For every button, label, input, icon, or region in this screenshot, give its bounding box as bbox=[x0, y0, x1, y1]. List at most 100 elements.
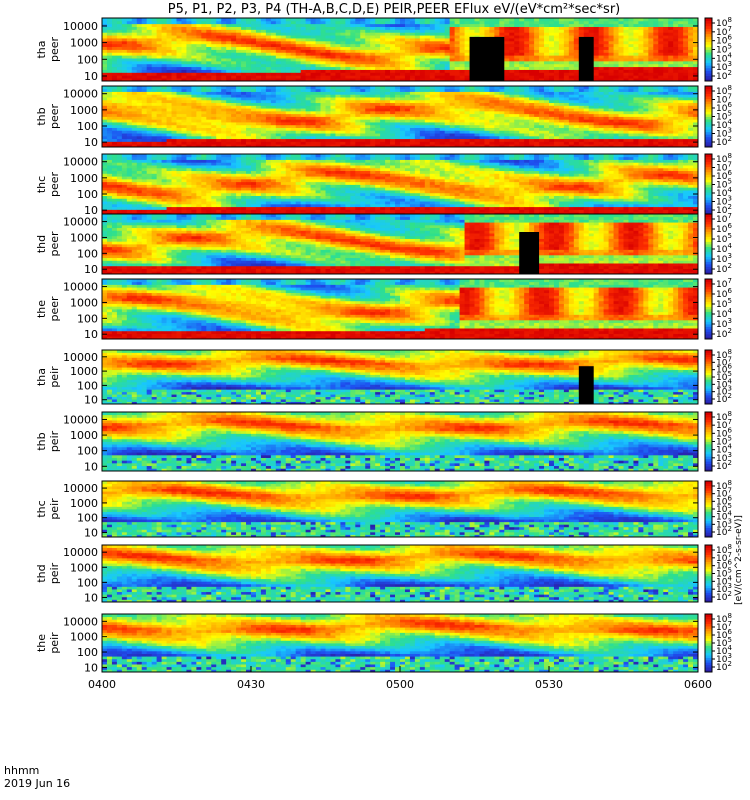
spectrogram-cell bbox=[335, 100, 340, 103]
spectrogram-cell bbox=[107, 58, 112, 61]
spectrogram-cell bbox=[201, 89, 206, 92]
spectrogram-cell bbox=[147, 61, 152, 64]
spectrogram-cell bbox=[256, 75, 261, 78]
spectrogram-cell bbox=[211, 52, 216, 55]
spectrogram-cell bbox=[564, 136, 569, 139]
spectrogram-cell bbox=[360, 133, 365, 136]
spectrogram-cell bbox=[370, 94, 375, 97]
spectrogram-cell bbox=[395, 117, 400, 120]
spectrogram-cell bbox=[311, 67, 316, 70]
spectrogram-cell bbox=[415, 24, 420, 27]
spectrogram-cell bbox=[147, 27, 152, 30]
spectrogram-cell bbox=[196, 52, 201, 55]
spectrogram-cell bbox=[380, 114, 385, 117]
spectrogram-cell bbox=[460, 21, 465, 24]
spectrogram-cell bbox=[326, 75, 331, 78]
spectrogram-cell bbox=[370, 61, 375, 64]
spectrogram-cell bbox=[514, 55, 519, 58]
spectrogram-cell bbox=[614, 114, 619, 117]
spectrogram-cell bbox=[375, 35, 380, 38]
spectrogram-cell bbox=[554, 105, 559, 108]
spectrogram-cell bbox=[589, 92, 594, 95]
spectrogram-cell bbox=[211, 70, 216, 73]
spectrogram-cell bbox=[326, 114, 331, 117]
spectrogram-cell bbox=[266, 125, 271, 128]
spectrogram-cell bbox=[241, 72, 246, 75]
spectrogram-cell bbox=[688, 35, 693, 38]
spectrogram-cell bbox=[286, 139, 291, 142]
spectrogram-cell bbox=[524, 35, 529, 38]
spectrogram-cell bbox=[350, 130, 355, 133]
spectrogram-cell bbox=[519, 52, 524, 55]
spectrogram-cell bbox=[261, 105, 266, 108]
spectrogram-cell bbox=[633, 50, 638, 53]
spectrogram-cell bbox=[152, 119, 157, 122]
spectrogram-cell bbox=[360, 100, 365, 103]
spectrogram-cell bbox=[519, 114, 524, 117]
spectrogram-cell bbox=[177, 52, 182, 55]
spectrogram-cell bbox=[430, 94, 435, 97]
spectrogram-cell bbox=[475, 130, 480, 133]
spectrogram-cell bbox=[440, 47, 445, 50]
spectrogram-cell bbox=[355, 72, 360, 75]
spectrogram-cell bbox=[147, 72, 152, 75]
spectrogram-cell bbox=[569, 72, 574, 75]
colorbar-step bbox=[705, 26, 712, 29]
spectrogram-cell bbox=[564, 27, 569, 30]
spectrogram-cell bbox=[132, 105, 137, 108]
spectrogram-cell bbox=[420, 128, 425, 131]
spectrogram-cell bbox=[355, 89, 360, 92]
spectrogram-cell bbox=[380, 41, 385, 44]
spectrogram-cell bbox=[216, 50, 221, 53]
spectrogram-cell bbox=[311, 122, 316, 125]
spectrogram-cell bbox=[514, 133, 519, 136]
spectrogram-cell bbox=[271, 141, 276, 144]
spectrogram-cell bbox=[440, 108, 445, 111]
spectrogram-cell bbox=[430, 108, 435, 111]
spectrogram-cell bbox=[102, 103, 107, 106]
spectrogram-cell bbox=[534, 103, 539, 106]
spectrogram-cell bbox=[380, 64, 385, 67]
spectrogram-cell bbox=[117, 128, 122, 131]
spectrogram-cell bbox=[167, 38, 172, 41]
spectrogram-cell bbox=[395, 128, 400, 131]
spectrogram-cell bbox=[177, 32, 182, 35]
spectrogram-cell bbox=[574, 72, 579, 75]
spectrogram-cell bbox=[390, 114, 395, 117]
spectrogram-cell bbox=[554, 130, 559, 133]
spectrogram-cell bbox=[201, 128, 206, 131]
spectrogram-cell bbox=[127, 24, 132, 27]
spectrogram-cell bbox=[127, 100, 132, 103]
spectrogram-cell bbox=[311, 130, 316, 133]
spectrogram-cell bbox=[594, 97, 599, 100]
spectrogram-cell bbox=[345, 70, 350, 73]
colorbar-step bbox=[705, 76, 712, 79]
spectrogram-cell bbox=[102, 24, 107, 27]
spectrogram-cell bbox=[609, 128, 614, 131]
spectrogram-cell bbox=[201, 117, 206, 120]
spectrogram-cell bbox=[216, 94, 221, 97]
spectrogram-cell bbox=[127, 114, 132, 117]
spectrogram-cell bbox=[340, 24, 345, 27]
spectrogram-cell bbox=[360, 55, 365, 58]
spectrogram-cell bbox=[539, 58, 544, 61]
spectrogram-cell bbox=[350, 141, 355, 144]
spectrogram-cell bbox=[256, 58, 261, 61]
spectrogram-cell bbox=[191, 111, 196, 114]
spectrogram-cell bbox=[455, 108, 460, 111]
spectrogram-cell bbox=[216, 58, 221, 61]
spectrogram-cell bbox=[380, 141, 385, 144]
spectrogram-cell bbox=[330, 105, 335, 108]
spectrogram-cell bbox=[271, 89, 276, 92]
spectrogram-cell bbox=[246, 128, 251, 131]
spectrogram-cell bbox=[504, 139, 509, 142]
spectrogram-cell bbox=[321, 128, 326, 131]
spectrogram-cell bbox=[648, 52, 653, 55]
spectrogram-cell bbox=[599, 130, 604, 133]
spectrogram-cell bbox=[564, 119, 569, 122]
spectrogram-cell bbox=[529, 50, 534, 53]
spectrogram-cell bbox=[435, 55, 440, 58]
spectrogram-cell bbox=[668, 58, 673, 61]
spectrogram-cell bbox=[653, 24, 658, 27]
spectrogram-cell bbox=[296, 89, 301, 92]
